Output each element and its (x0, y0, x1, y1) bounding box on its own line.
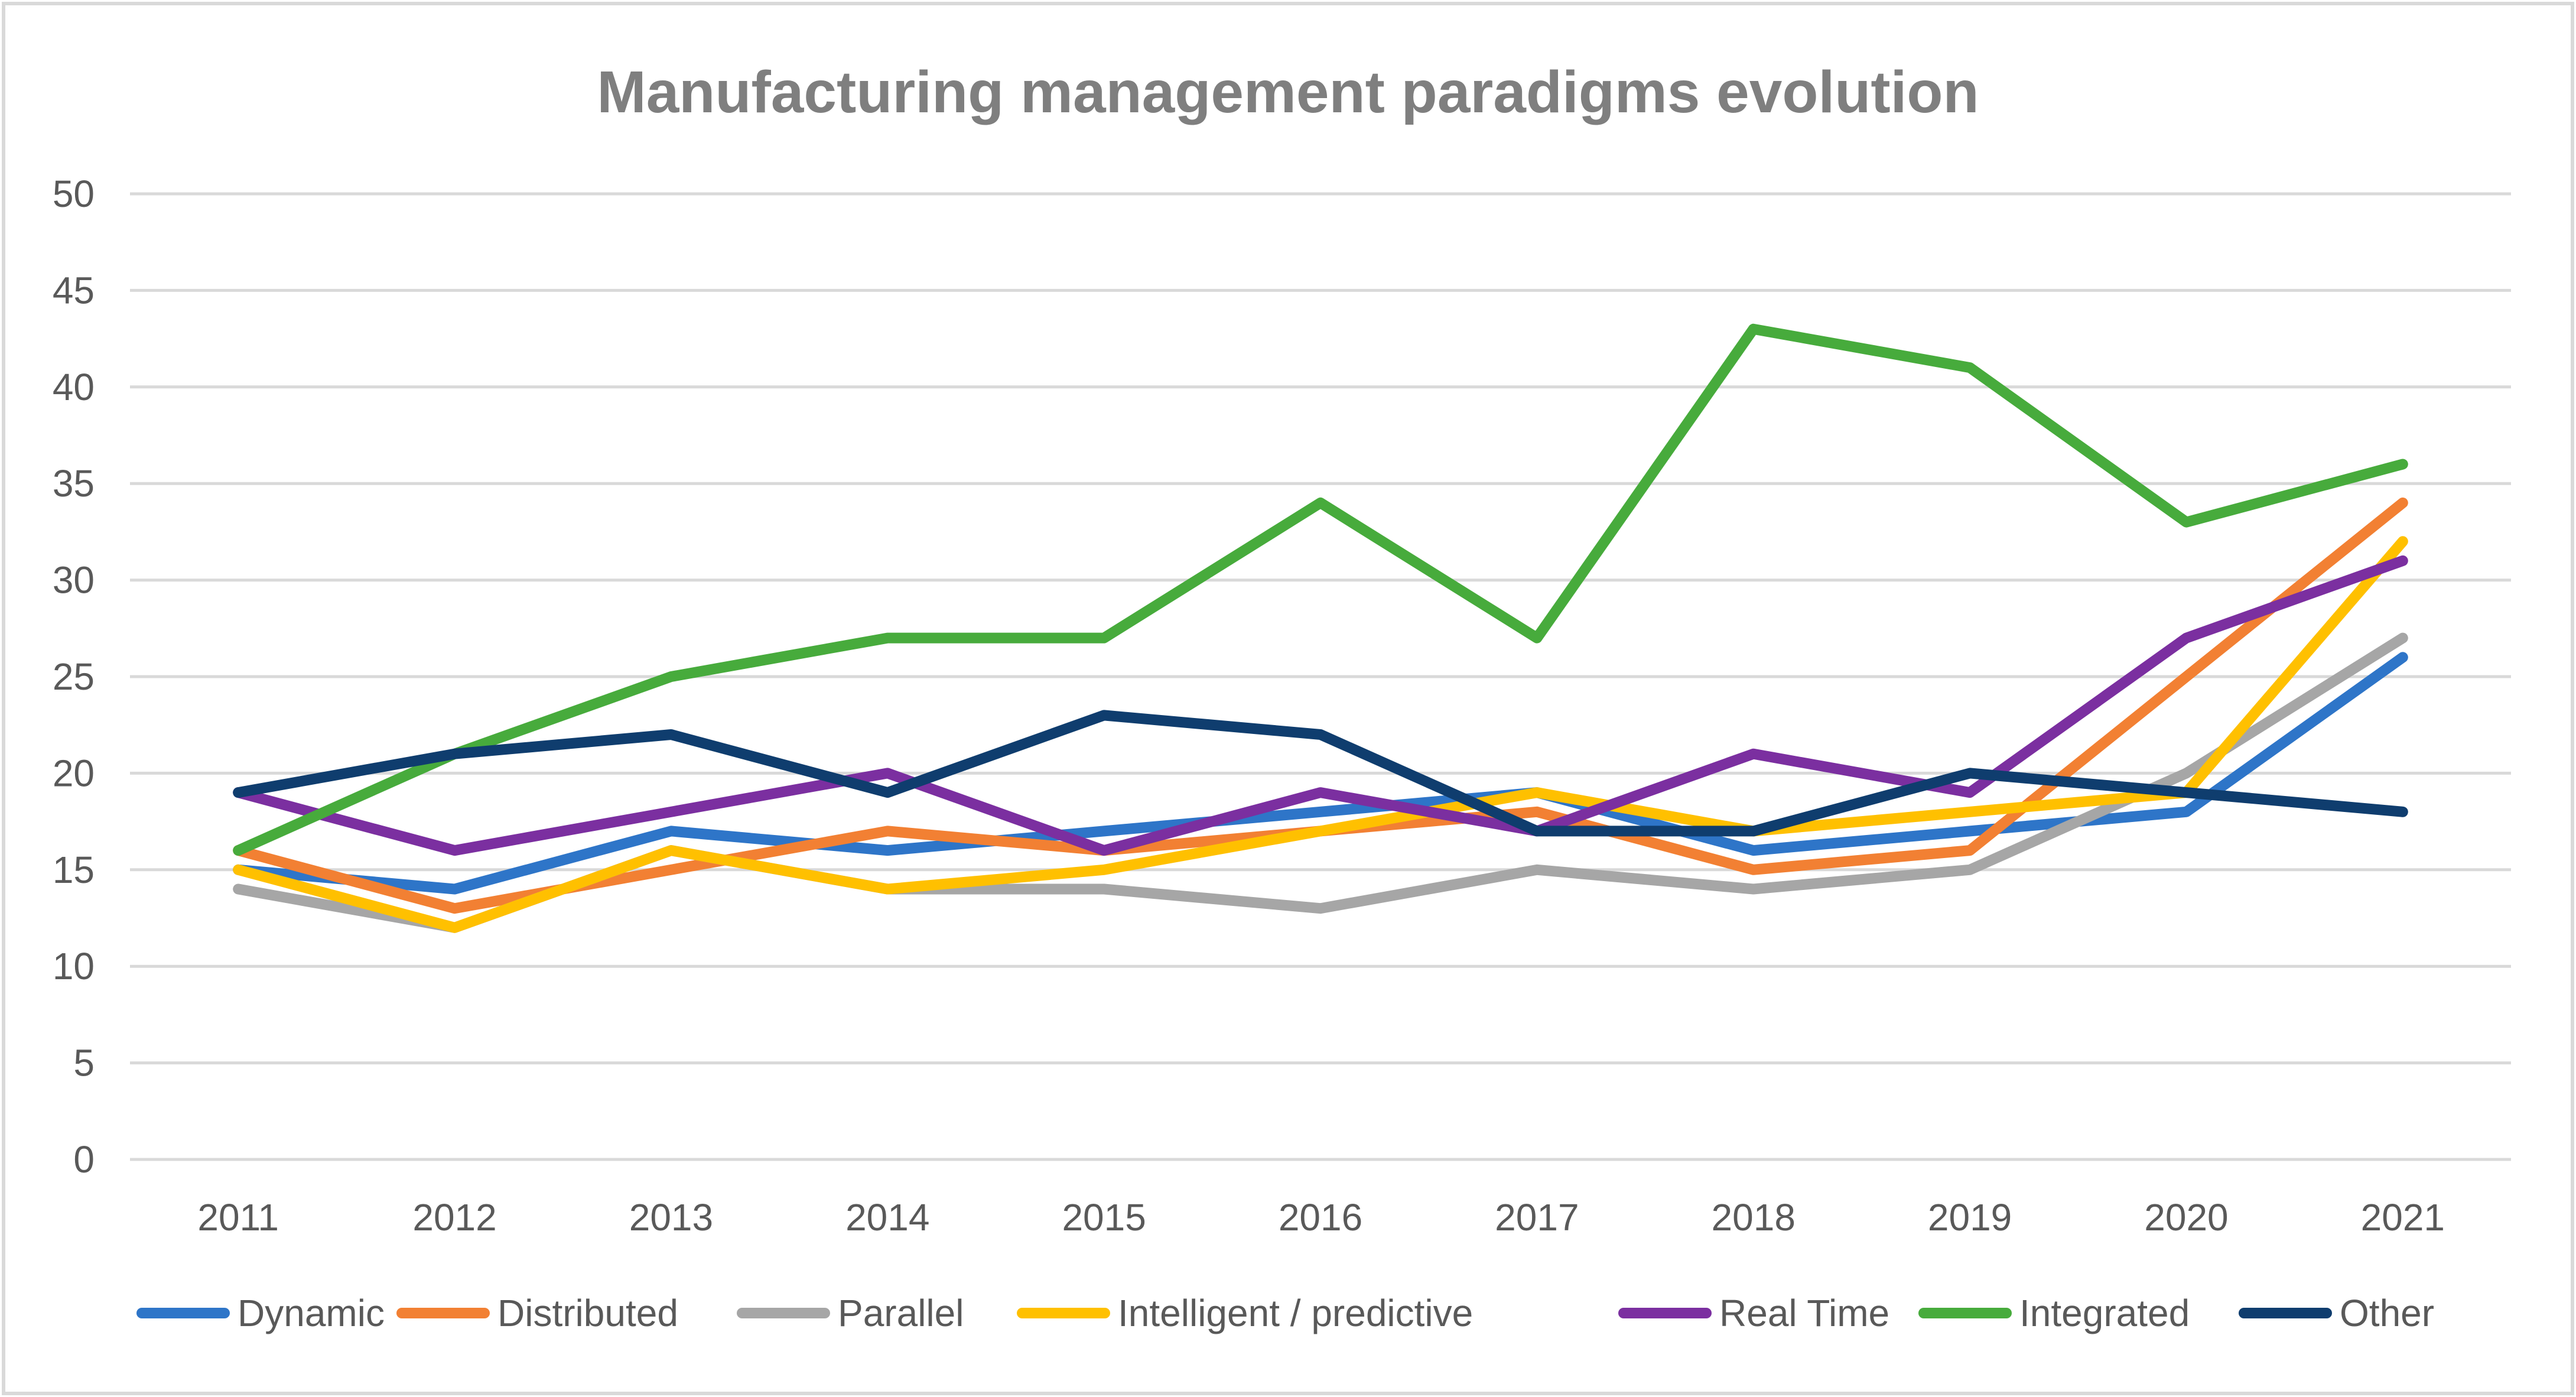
series-lines (233, 323, 2408, 933)
y-tick-label: 15 (53, 849, 95, 891)
y-tick-label: 40 (53, 366, 95, 408)
x-tick-label: 2017 (1495, 1196, 1579, 1239)
series-line-dynamic[interactable] (233, 652, 2408, 895)
y-tick-label: 45 (53, 269, 95, 311)
series-line-real-time[interactable] (233, 555, 2408, 856)
legend-item-distributed[interactable]: Distributed (396, 1292, 678, 1334)
series-line-integrated[interactable] (233, 323, 2408, 856)
y-tick-label: 10 (53, 945, 95, 987)
legend-item-integrated[interactable]: Integrated (1918, 1292, 2190, 1334)
y-tick-label: 30 (53, 559, 95, 602)
series-line-intelligent-predictive[interactable] (233, 536, 2408, 933)
y-tick-label: 20 (53, 752, 95, 794)
legend-label: Parallel (838, 1292, 964, 1334)
x-tick-label: 2015 (1062, 1196, 1146, 1239)
legend-item-real-time[interactable]: Real Time (1618, 1292, 1889, 1334)
gridlines (130, 192, 2511, 1161)
x-tick-label: 2012 (412, 1196, 496, 1239)
legend-item-intelligent-predictive[interactable]: Intelligent / predictive (1017, 1292, 1473, 1334)
legend-item-dynamic[interactable]: Dynamic (136, 1292, 385, 1334)
y-tick-label: 0 (73, 1138, 95, 1181)
x-tick-label: 2018 (1712, 1196, 1796, 1239)
x-tick-label: 2020 (2144, 1196, 2228, 1239)
y-tick-label: 50 (53, 173, 95, 215)
legend[interactable]: Dynamic Distributed Parallel Intelligent / … (136, 1292, 2434, 1334)
chart-title: Manufacturing management paradigms evolu… (597, 59, 1979, 125)
x-axis-ticks: 2011 2012 2013 2014 2015 2016 2017 2018 2019 2020… (197, 1196, 2445, 1239)
legend-label: Intelligent / predictive (1118, 1292, 1473, 1334)
legend-label: Integrated (2019, 1292, 2190, 1334)
x-tick-label: 2014 (845, 1196, 929, 1239)
y-tick-label: 5 (73, 1042, 95, 1084)
y-axis-ticks: 0 5 10 15 20 25 30 35 40 45 50 (53, 173, 95, 1181)
x-tick-label: 2013 (629, 1196, 713, 1239)
legend-item-parallel[interactable]: Parallel (737, 1292, 964, 1334)
legend-label: Real Time (1719, 1292, 1889, 1334)
legend-item-other[interactable]: Other (2239, 1292, 2434, 1334)
legend-label: Dynamic (238, 1292, 385, 1334)
y-tick-label: 35 (53, 462, 95, 505)
y-tick-label: 25 (53, 655, 95, 698)
legend-label: Distributed (497, 1292, 678, 1334)
legend-label: Other (2340, 1292, 2434, 1334)
x-tick-label: 2016 (1279, 1196, 1362, 1239)
series-line-other[interactable] (233, 710, 2408, 837)
x-tick-label: 2019 (1928, 1196, 2012, 1239)
x-tick-label: 2021 (2361, 1196, 2445, 1239)
x-tick-label: 2011 (197, 1196, 279, 1239)
